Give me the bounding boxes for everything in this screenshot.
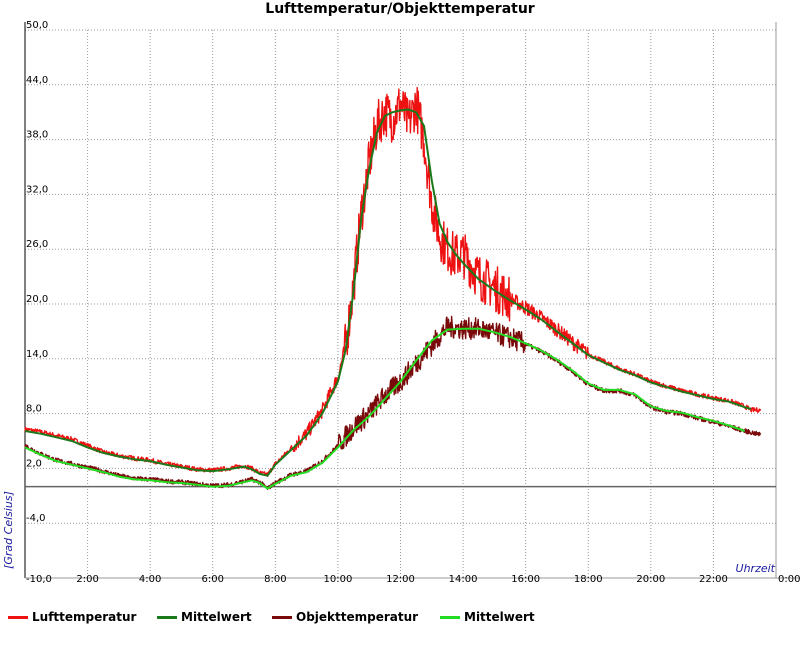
- x-tick-label-7: 16:00: [511, 574, 540, 585]
- x-axis-label: Uhrzeit: [736, 562, 776, 575]
- x-tick-label-6: 14:00: [449, 574, 478, 585]
- y-tick-label-2: 2,0: [26, 458, 42, 469]
- y-tick-label-4: 14,0: [26, 349, 48, 360]
- legend-label-0: Lufttemperatur: [32, 610, 137, 624]
- legend-swatch-0: [8, 615, 28, 619]
- y-tick-label-9: 44,0: [26, 75, 48, 86]
- legend-swatch-2: [272, 615, 292, 619]
- x-tick-label-8: 18:00: [574, 574, 603, 585]
- legend-label-1: Mittelwert: [181, 610, 252, 624]
- legend-label-2: Objekttemperatur: [296, 610, 419, 624]
- y-tick-label-3: 8,0: [26, 404, 42, 415]
- chart-title: Lufttemperatur/Objekttemperatur: [265, 1, 535, 17]
- x-tick-label-11: 0:00: [778, 574, 800, 585]
- legend-item-2: Objekttemperatur: [272, 606, 418, 628]
- x-tick-label-1: 4:00: [139, 574, 161, 585]
- y-tick-label-6: 26,0: [26, 239, 48, 250]
- series-lines: [24, 86, 762, 491]
- x-tick-label-2: 6:00: [202, 574, 224, 585]
- legend-label-3: Mittelwert: [464, 610, 535, 624]
- series-line-1-mean: [24, 108, 752, 477]
- x-tick-label-0: 2:00: [76, 574, 98, 585]
- legend-swatch-1: [157, 615, 177, 619]
- temperature-chart: Lufttemperatur/Objekttemperatur -10,0 -4,…: [2, 1, 800, 585]
- y-tick-label-1: -4,0: [26, 513, 46, 524]
- legend-item-0: Lufttemperatur: [8, 606, 136, 628]
- y-axis-label: [Grad Celsius]: [2, 491, 15, 569]
- plot-frame: [24, 22, 800, 579]
- x-tick-labels: 2:00 4:00 6:00 8:00 10:00 12:00 14:00 16:00 18:0…: [76, 574, 800, 585]
- y-tick-label-7: 32,0: [26, 184, 48, 195]
- y-tick-label-10: 50,0: [26, 20, 48, 31]
- x-tick-label-4: 10:00: [324, 574, 353, 585]
- y-tick-label-8: 38,0: [26, 130, 48, 141]
- legend-item-3: Mittelwert: [440, 606, 535, 628]
- x-tick-label-9: 20:00: [636, 574, 665, 585]
- y-tick-label-0: -10,0: [26, 574, 52, 585]
- y-tick-labels: -10,0 -4,0 2,0 8,0 14,0 20,0 26,0 32,0 38,0 44,0 5…: [26, 20, 52, 585]
- legend-item-1: Mittelwert: [157, 606, 252, 628]
- x-tick-label-3: 8:00: [264, 574, 286, 585]
- legend: Lufttemperatur Mittelwert Objekttemperatur…: [0, 606, 800, 630]
- y-tick-label-5: 20,0: [26, 294, 48, 305]
- x-tick-label-10: 22:00: [699, 574, 728, 585]
- legend-swatch-3: [440, 615, 460, 619]
- series-line-3-mean: [24, 327, 746, 490]
- x-tick-label-5: 12:00: [386, 574, 415, 585]
